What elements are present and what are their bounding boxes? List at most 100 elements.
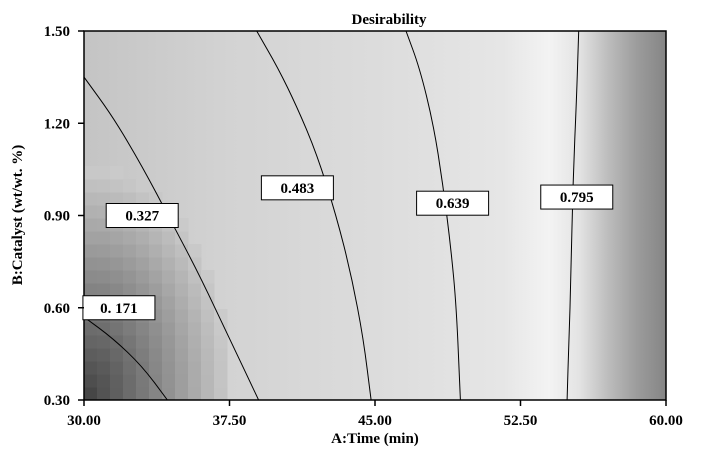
heatmap-cell — [123, 231, 137, 245]
heatmap-cell — [188, 348, 202, 362]
chart-title: Desirability — [352, 12, 427, 28]
heatmap-cell — [110, 322, 124, 336]
heatmap-cell — [97, 322, 111, 336]
heatmap-cell — [84, 270, 98, 284]
heatmap-cell — [123, 374, 137, 388]
heatmap-cell — [162, 296, 176, 310]
heatmap-cell — [84, 179, 98, 193]
heatmap-cell — [149, 257, 163, 271]
y-tick-label: 0.60 — [44, 301, 70, 317]
heatmap-cell — [123, 257, 137, 271]
x-tick-label: 45.00 — [358, 413, 392, 429]
heatmap-cell — [175, 335, 189, 349]
contour-label: 0.483 — [281, 181, 315, 197]
heatmap-cell — [136, 270, 150, 284]
heatmap-cell — [175, 296, 189, 310]
heatmap-cell — [214, 335, 228, 349]
y-tick-label: 1.50 — [44, 24, 70, 40]
y-tick-label: 0.90 — [44, 209, 70, 225]
heatmap-cell — [214, 348, 228, 362]
heatmap-cell — [110, 283, 124, 297]
heatmap-cell — [188, 309, 202, 323]
heatmap-cell — [188, 244, 202, 258]
heatmap-cell — [175, 374, 189, 388]
x-tick-label: 30.00 — [67, 413, 101, 429]
heatmap-cell — [97, 335, 111, 349]
heatmap-cell — [162, 257, 176, 271]
contour-label-box — [540, 184, 614, 210]
heatmap-cell — [97, 374, 111, 388]
heatmap-cell — [110, 361, 124, 375]
heatmap-cell — [110, 348, 124, 362]
heatmap-cell — [97, 192, 111, 206]
heatmap-cell — [84, 348, 98, 362]
heatmap-cell — [149, 270, 163, 284]
heatmap-cell — [123, 192, 137, 206]
heatmap-cell — [188, 361, 202, 375]
heatmap-cell — [97, 244, 111, 258]
heatmap-cell — [162, 270, 176, 284]
heatmap-cell — [136, 192, 150, 206]
heatmap-cell — [84, 205, 98, 219]
heatmap-cell — [136, 335, 150, 349]
heatmap-cell — [162, 361, 176, 375]
heatmap-cell — [201, 361, 215, 375]
heatmap-cell — [123, 387, 137, 400]
contour-label: 0. 171 — [100, 301, 138, 317]
heatmap-cell — [175, 257, 189, 271]
heatmap-cell — [149, 192, 163, 206]
heatmap-cell — [97, 166, 111, 180]
heatmap-cell — [149, 335, 163, 349]
contour-label-box — [260, 175, 334, 201]
heatmap-cell — [110, 257, 124, 271]
heatmap-cell — [201, 309, 215, 323]
heatmap-cell — [84, 374, 98, 388]
heatmap-cell — [214, 374, 228, 388]
heatmap-cell — [110, 192, 124, 206]
axis-ticks: 30.00 37.50 45.00 52.50 60.00 0.30 0.60 0.90 1.2… — [44, 24, 683, 429]
heatmap-cell — [201, 387, 215, 400]
heatmap-cell — [84, 218, 98, 232]
heatmap-cell — [201, 374, 215, 388]
contour-label-box — [416, 190, 490, 216]
heatmap-cell — [188, 335, 202, 349]
heatmap-cell — [84, 335, 98, 349]
heatmap-cell — [162, 231, 176, 245]
heatmap-cell — [175, 348, 189, 362]
heatmap-cell — [149, 231, 163, 245]
heatmap-cell — [175, 387, 189, 400]
heatmap-cell — [84, 231, 98, 245]
heatmap-cell — [175, 270, 189, 284]
heatmap-cell — [188, 296, 202, 310]
heatmap-cell — [149, 387, 163, 400]
heatmap-cell — [84, 322, 98, 336]
heatmap-cell — [110, 374, 124, 388]
heatmap-cell — [175, 309, 189, 323]
heatmap-cell — [84, 361, 98, 375]
heatmap-cell — [136, 231, 150, 245]
x-axis-title: A:Time (min) — [331, 431, 419, 447]
heatmap-cell — [214, 387, 228, 400]
heatmap-cell — [175, 283, 189, 297]
heatmap-cell — [149, 283, 163, 297]
y-axis-title: B:Catalyst (wt/wt. %) — [10, 145, 26, 285]
plot-area — [83, 30, 667, 401]
heatmap-cell — [136, 374, 150, 388]
contour-label-box — [105, 203, 179, 228]
heatmap-cell — [162, 309, 176, 323]
contour-label: 0.327 — [125, 209, 159, 225]
heatmap-cell — [162, 348, 176, 362]
heatmap-cell — [84, 257, 98, 271]
heatmap-cell — [136, 283, 150, 297]
heatmap-cell — [84, 283, 98, 297]
contour-line — [405, 31, 461, 400]
heatmap-cell — [110, 179, 124, 193]
heatmap-cell — [123, 283, 137, 297]
y-tick-label: 0.30 — [44, 393, 70, 409]
heatmap-cell — [201, 283, 215, 297]
heatmap-cell — [84, 166, 98, 180]
heatmap-cell — [110, 270, 124, 284]
x-tick-label: 60.00 — [649, 413, 683, 429]
heatmap-cell — [162, 335, 176, 349]
heatmap-cell — [201, 348, 215, 362]
